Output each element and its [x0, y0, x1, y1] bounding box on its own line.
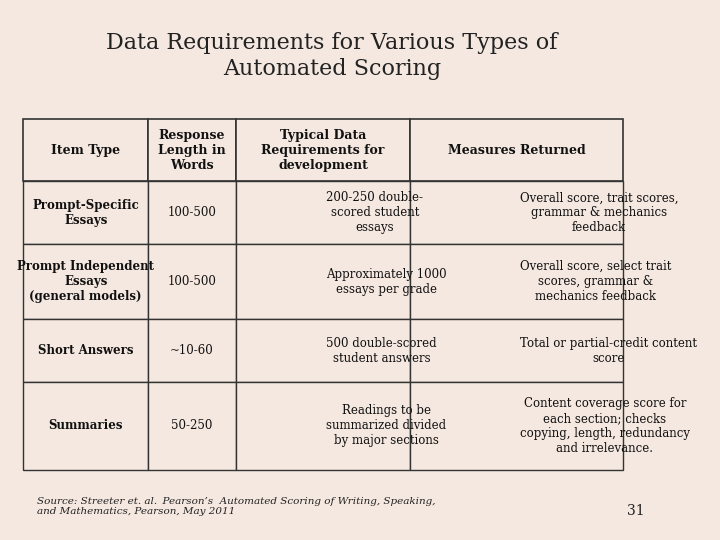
Text: 50-250: 50-250 — [171, 420, 212, 433]
Text: Total or partial-credit content
score: Total or partial-credit content score — [520, 337, 697, 364]
Text: Summaries: Summaries — [48, 420, 123, 433]
Text: ~10-60: ~10-60 — [170, 344, 214, 357]
Bar — [410, 382, 623, 470]
Bar — [23, 319, 148, 382]
Bar — [148, 319, 235, 382]
Text: 31: 31 — [626, 504, 644, 518]
Text: 200-250 double-
scored student
essays: 200-250 double- scored student essays — [326, 191, 423, 234]
Text: Typical Data
Requirements for
development: Typical Data Requirements for developmen… — [261, 129, 384, 172]
Text: Readings to be
summarized divided
by major sections: Readings to be summarized divided by maj… — [326, 404, 446, 448]
Text: Approximately 1000
essays per grade: Approximately 1000 essays per grade — [326, 268, 447, 296]
Text: Overall score, select trait
scores, grammar &
mechanics feedback: Overall score, select trait scores, gram… — [520, 260, 671, 303]
Text: Measures Returned: Measures Returned — [448, 144, 585, 157]
Bar — [235, 244, 410, 319]
Text: Short Answers: Short Answers — [38, 344, 133, 357]
Bar — [235, 319, 410, 382]
Text: Prompt-Specific
Essays: Prompt-Specific Essays — [32, 199, 139, 227]
Bar — [148, 181, 235, 244]
Bar — [235, 119, 410, 181]
Bar — [410, 244, 623, 319]
Text: Prompt Independent
Essays
(general models): Prompt Independent Essays (general model… — [17, 260, 154, 303]
Text: Overall score, trait scores,
grammar & mechanics
feedback: Overall score, trait scores, grammar & m… — [520, 191, 678, 234]
Bar — [23, 382, 148, 470]
Text: 100-500: 100-500 — [168, 206, 216, 219]
Bar — [410, 181, 623, 244]
Text: Source: Streeter et. al.  Pearson’s  Automated Scoring of Writing, Speaking,
and: Source: Streeter et. al. Pearson’s Autom… — [37, 497, 435, 516]
Text: 100-500: 100-500 — [168, 275, 216, 288]
Bar — [23, 119, 148, 181]
Text: Response
Length in
Words: Response Length in Words — [158, 129, 226, 172]
Text: Content coverage score for
each section; checks
copying, length, redundancy
and : Content coverage score for each section;… — [520, 397, 690, 455]
Bar — [23, 181, 148, 244]
Bar — [148, 244, 235, 319]
Bar — [410, 319, 623, 382]
Bar — [23, 244, 148, 319]
Bar — [148, 119, 235, 181]
Bar — [410, 119, 623, 181]
Bar — [235, 181, 410, 244]
Bar — [148, 382, 235, 470]
Text: Item Type: Item Type — [51, 144, 120, 157]
Text: 500 double-scored
student answers: 500 double-scored student answers — [326, 337, 437, 364]
Bar — [235, 382, 410, 470]
Text: Data Requirements for Various Types of
Automated Scoring: Data Requirements for Various Types of A… — [107, 32, 558, 80]
